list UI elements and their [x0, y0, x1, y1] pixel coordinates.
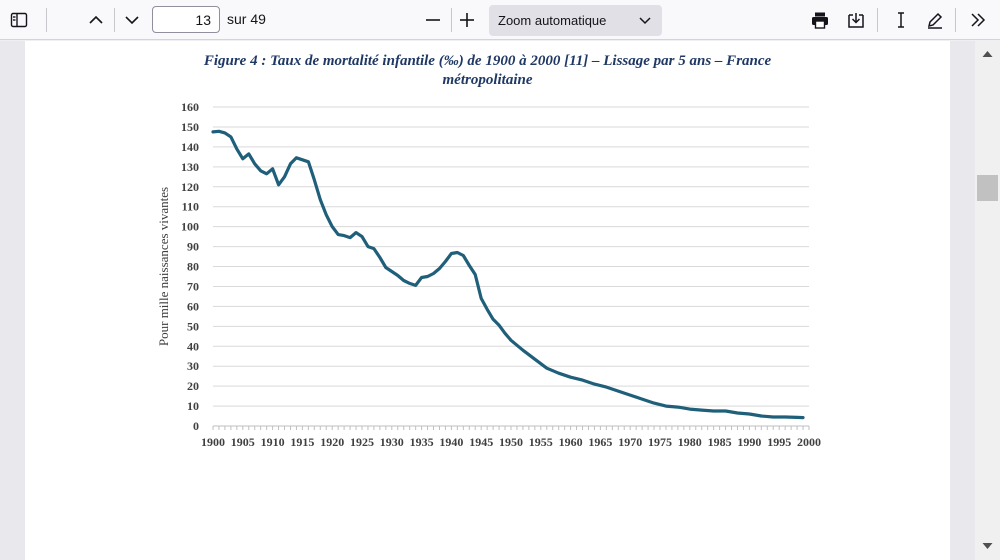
- figure-title-line2: métropolitaine: [442, 72, 533, 88]
- x-tick-label: 2000: [797, 435, 821, 449]
- x-tick-label: 1985: [708, 435, 732, 449]
- previous-page-icon[interactable]: [82, 6, 110, 34]
- x-tick-label: 1905: [231, 435, 255, 449]
- x-tick-label: 1995: [767, 435, 791, 449]
- chevron-down-icon: [639, 17, 651, 25]
- x-tick-label: 1970: [618, 435, 642, 449]
- x-tick-label: 1925: [350, 435, 374, 449]
- page-total-label: sur 49: [227, 11, 266, 27]
- y-tick-label: 150: [181, 120, 199, 134]
- y-tick-label: 160: [181, 100, 199, 114]
- y-tick-label: 110: [182, 200, 199, 214]
- x-tick-label: 1930: [380, 435, 404, 449]
- zoom-select-value: Zoom automatique: [498, 13, 607, 28]
- x-tick-label: 1980: [678, 435, 702, 449]
- x-tick-label: 1965: [588, 435, 612, 449]
- mortality-line-chart: 0 10 20 30 40 50 60 70 80 90 100 110 120 130 140 150 160…: [156, 100, 821, 449]
- y-tick-label: 70: [187, 279, 199, 293]
- y-tick-label: 60: [187, 299, 199, 313]
- scroll-down-icon[interactable]: [981, 541, 994, 551]
- draw-pen-icon[interactable]: [921, 6, 949, 34]
- y-tick-label: 80: [187, 260, 199, 274]
- vertical-scrollbar[interactable]: [975, 41, 1000, 560]
- y-tick-label: 100: [181, 220, 199, 234]
- x-tick-label: 1920: [320, 435, 344, 449]
- x-tick-label: 1955: [529, 435, 553, 449]
- scroll-up-icon[interactable]: [981, 49, 994, 59]
- y-tick-label: 40: [187, 339, 199, 353]
- figure-title-line1: Figure 4 : Taux de mortalité infantile (…: [203, 53, 772, 69]
- zoom-out-icon[interactable]: [419, 6, 447, 34]
- x-tick-label: 1960: [559, 435, 583, 449]
- x-tick-label: 1950: [499, 435, 523, 449]
- text-cursor-icon[interactable]: [887, 6, 915, 34]
- print-icon[interactable]: [806, 6, 834, 34]
- x-tick-label: 1915: [290, 435, 314, 449]
- x-tick-label: 1945: [469, 435, 493, 449]
- x-tick-label: 1940: [439, 435, 463, 449]
- x-tick-label: 1990: [737, 435, 761, 449]
- x-tick-label: 1910: [261, 435, 285, 449]
- pdf-toolbar: sur 49 Zoom automatique: [0, 0, 1000, 40]
- page-number-input[interactable]: [152, 6, 220, 33]
- y-tick-label: 0: [193, 419, 199, 433]
- next-page-icon[interactable]: [118, 6, 146, 34]
- y-tick-label: 120: [181, 180, 199, 194]
- scrollbar-thumb[interactable]: [977, 175, 998, 201]
- figure-title: Figure 4 : Taux de mortalité infantile (…: [25, 52, 950, 90]
- x-tick-label: 1975: [648, 435, 672, 449]
- document-viewer: Figure 4 : Taux de mortalité infantile (…: [0, 41, 975, 560]
- y-axis-label: Pour mille naissances vivantes: [156, 187, 171, 346]
- y-tick-label: 30: [187, 359, 199, 373]
- y-tick-label: 140: [181, 140, 199, 154]
- pdf-page: Figure 4 : Taux de mortalité infantile (…: [25, 41, 950, 560]
- x-tick-label: 1935: [410, 435, 434, 449]
- y-tick-label: 130: [181, 160, 199, 174]
- save-download-icon[interactable]: [842, 6, 870, 34]
- series-line: [211, 129, 805, 420]
- y-tick-label: 50: [187, 319, 199, 333]
- x-tick-label: 1900: [201, 435, 225, 449]
- y-tick-label: 90: [187, 240, 199, 254]
- y-tick-label: 20: [187, 379, 199, 393]
- zoom-select[interactable]: Zoom automatique: [489, 5, 662, 36]
- sidebar-toggle-icon[interactable]: [5, 6, 33, 34]
- more-tools-icon[interactable]: [964, 6, 992, 34]
- zoom-in-icon[interactable]: [453, 6, 481, 34]
- y-tick-label: 10: [187, 399, 199, 413]
